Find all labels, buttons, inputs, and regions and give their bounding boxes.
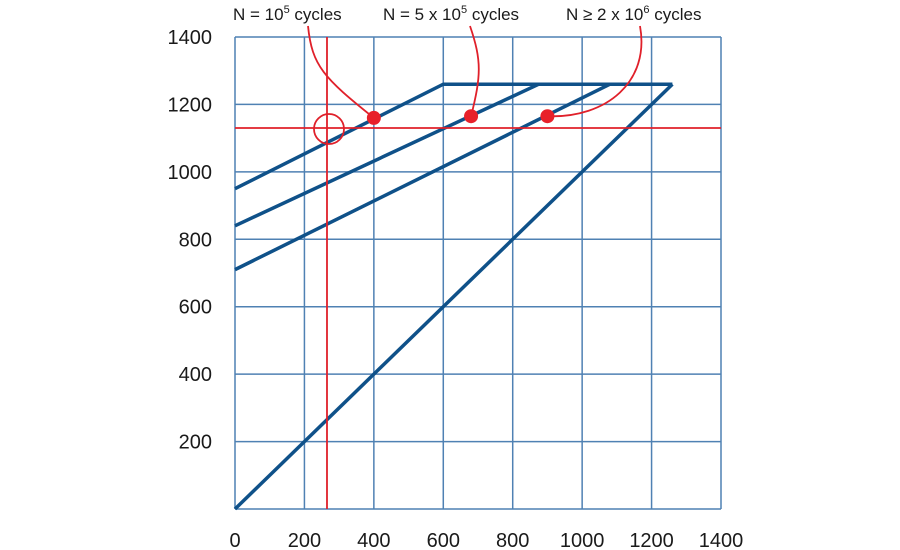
reference-lines (235, 37, 721, 509)
data-point-1 (464, 109, 479, 124)
series-line-0 (233, 82, 674, 511)
annotation-text: cycles (467, 5, 519, 24)
x-tick-label: 1400 (699, 530, 744, 550)
tick-labels: 0 200 400 600 800 1000 1200 1400 200 400 600 800 100… (168, 27, 744, 550)
annotation-text: cycles (290, 5, 342, 24)
x-tick-label: 800 (496, 530, 529, 550)
x-tick-label: 1000 (560, 530, 605, 550)
y-tick-label: 400 (179, 364, 212, 386)
y-tick-label: 600 (179, 297, 212, 319)
x-tick-label: 400 (357, 530, 390, 550)
annotation-leader-1 (469, 25, 480, 117)
annotation-text: N = 5 x 10 (383, 5, 461, 24)
x-tick-label: 600 (427, 530, 460, 550)
annotation-label-0: N = 105 cycles (233, 4, 342, 24)
annotation-exponent: 6 (643, 4, 649, 16)
annotation-leader-0 (307, 25, 375, 119)
annotation-text: N ≥ 2 x 10 (566, 5, 643, 24)
annotation-label-2: N ≥ 2 x 106 cycles (566, 4, 701, 24)
x-tick-label: 1200 (629, 530, 674, 550)
annotation-leader-2 (547, 25, 643, 118)
x-tick-label: 0 (229, 530, 240, 550)
annotation-text: N = 10 (233, 5, 284, 24)
annotation-exponent: 5 (461, 4, 467, 16)
intersection-circle (313, 113, 345, 145)
data-points (366, 109, 555, 125)
series-lines (233, 82, 674, 511)
data-point-2 (540, 109, 555, 124)
y-tick-label: 800 (179, 229, 212, 251)
series-line-2 (234, 82, 540, 228)
y-tick-label: 200 (179, 432, 212, 454)
y-tick-label: 1200 (168, 94, 213, 116)
annotation-text: cycles (650, 5, 702, 24)
grid (234, 36, 722, 510)
data-point-0 (366, 110, 381, 125)
y-tick-label: 1000 (168, 162, 213, 184)
x-tick-label: 200 (288, 530, 321, 550)
annotation-labels: N = 105 cycles N = 5 x 105 cycles N ≥ 2 x … (233, 4, 701, 24)
series-line-1 (234, 82, 673, 191)
series-line-3 (234, 82, 611, 272)
y-tick-label: 1400 (168, 27, 213, 49)
annotation-exponent: 5 (284, 4, 290, 16)
annotation-label-1: N = 5 x 105 cycles (383, 4, 519, 24)
annotation-leaders (307, 25, 643, 119)
